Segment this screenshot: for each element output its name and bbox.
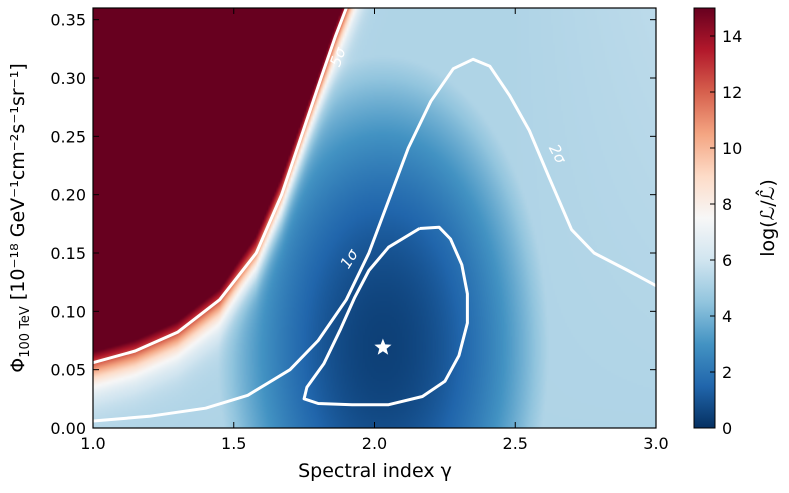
- contour-1sigma: [302, 225, 469, 407]
- y-tick-label: 0.15: [50, 244, 86, 263]
- x-tick-label: 2.5: [503, 434, 528, 453]
- y-tick-label: 0.20: [50, 186, 86, 205]
- x-tick-label: 1.0: [80, 434, 105, 453]
- y-tick-label: 0.05: [50, 361, 86, 380]
- best-fit-star-marker: [374, 338, 392, 355]
- colorbar-tick-label: 12: [722, 83, 742, 102]
- colorbar-tick-label: 2: [722, 363, 732, 382]
- y-axis-title-unit: [10⁻¹⁸ GeV⁻¹cm⁻²s⁻¹sr⁻¹]: [7, 63, 29, 306]
- colorbar-tick-label: 4: [722, 307, 732, 326]
- y-axis-title-main: Φ: [7, 358, 29, 373]
- y-tick-label: 0.00: [50, 419, 86, 438]
- x-axis-ticks: 1.0 1.5 2.0 2.5 3.0: [80, 8, 669, 453]
- y-axis-ticks: 0.00 0.05 0.10 0.15 0.20 0.25 0.30 0.35: [50, 11, 656, 438]
- y-tick-label: 0.30: [50, 69, 86, 88]
- colorbar: [693, 7, 716, 429]
- contour-lines: [93, 8, 656, 423]
- y-tick-label: 0.10: [50, 302, 86, 321]
- contour-2sigma: [93, 57, 656, 423]
- colorbar-tick-label: 0: [722, 419, 732, 438]
- colorbar-ticks: 0 2 4 6 8 10 12 14: [710, 27, 742, 438]
- y-axis-title: Φ100 TeV [10⁻¹⁸ GeV⁻¹cm⁻²s⁻¹sr⁻¹]: [7, 63, 33, 372]
- y-tick-label: 0.25: [50, 127, 86, 146]
- contour-5sigma: [93, 8, 348, 365]
- colorbar-title: log(ℒ/ℒ̂): [755, 179, 779, 257]
- y-tick-label: 0.35: [50, 11, 86, 30]
- heatmap-image: [93, 8, 656, 428]
- x-tick-label: 3.0: [643, 434, 668, 453]
- colorbar-tick-label: 6: [722, 251, 732, 270]
- contour-label-5sigma: 5σ: [326, 45, 350, 70]
- colorbar-tick-label: 10: [722, 139, 742, 158]
- colorbar-tick-label: 14: [722, 27, 742, 46]
- x-tick-label: 1.5: [221, 434, 246, 453]
- colorbar-tick-label: 8: [722, 195, 732, 214]
- y-axis-title-subscript: 100 TeV: [18, 306, 33, 358]
- x-axis-title: Spectral index γ: [298, 460, 452, 482]
- x-tick-label: 2.0: [362, 434, 387, 453]
